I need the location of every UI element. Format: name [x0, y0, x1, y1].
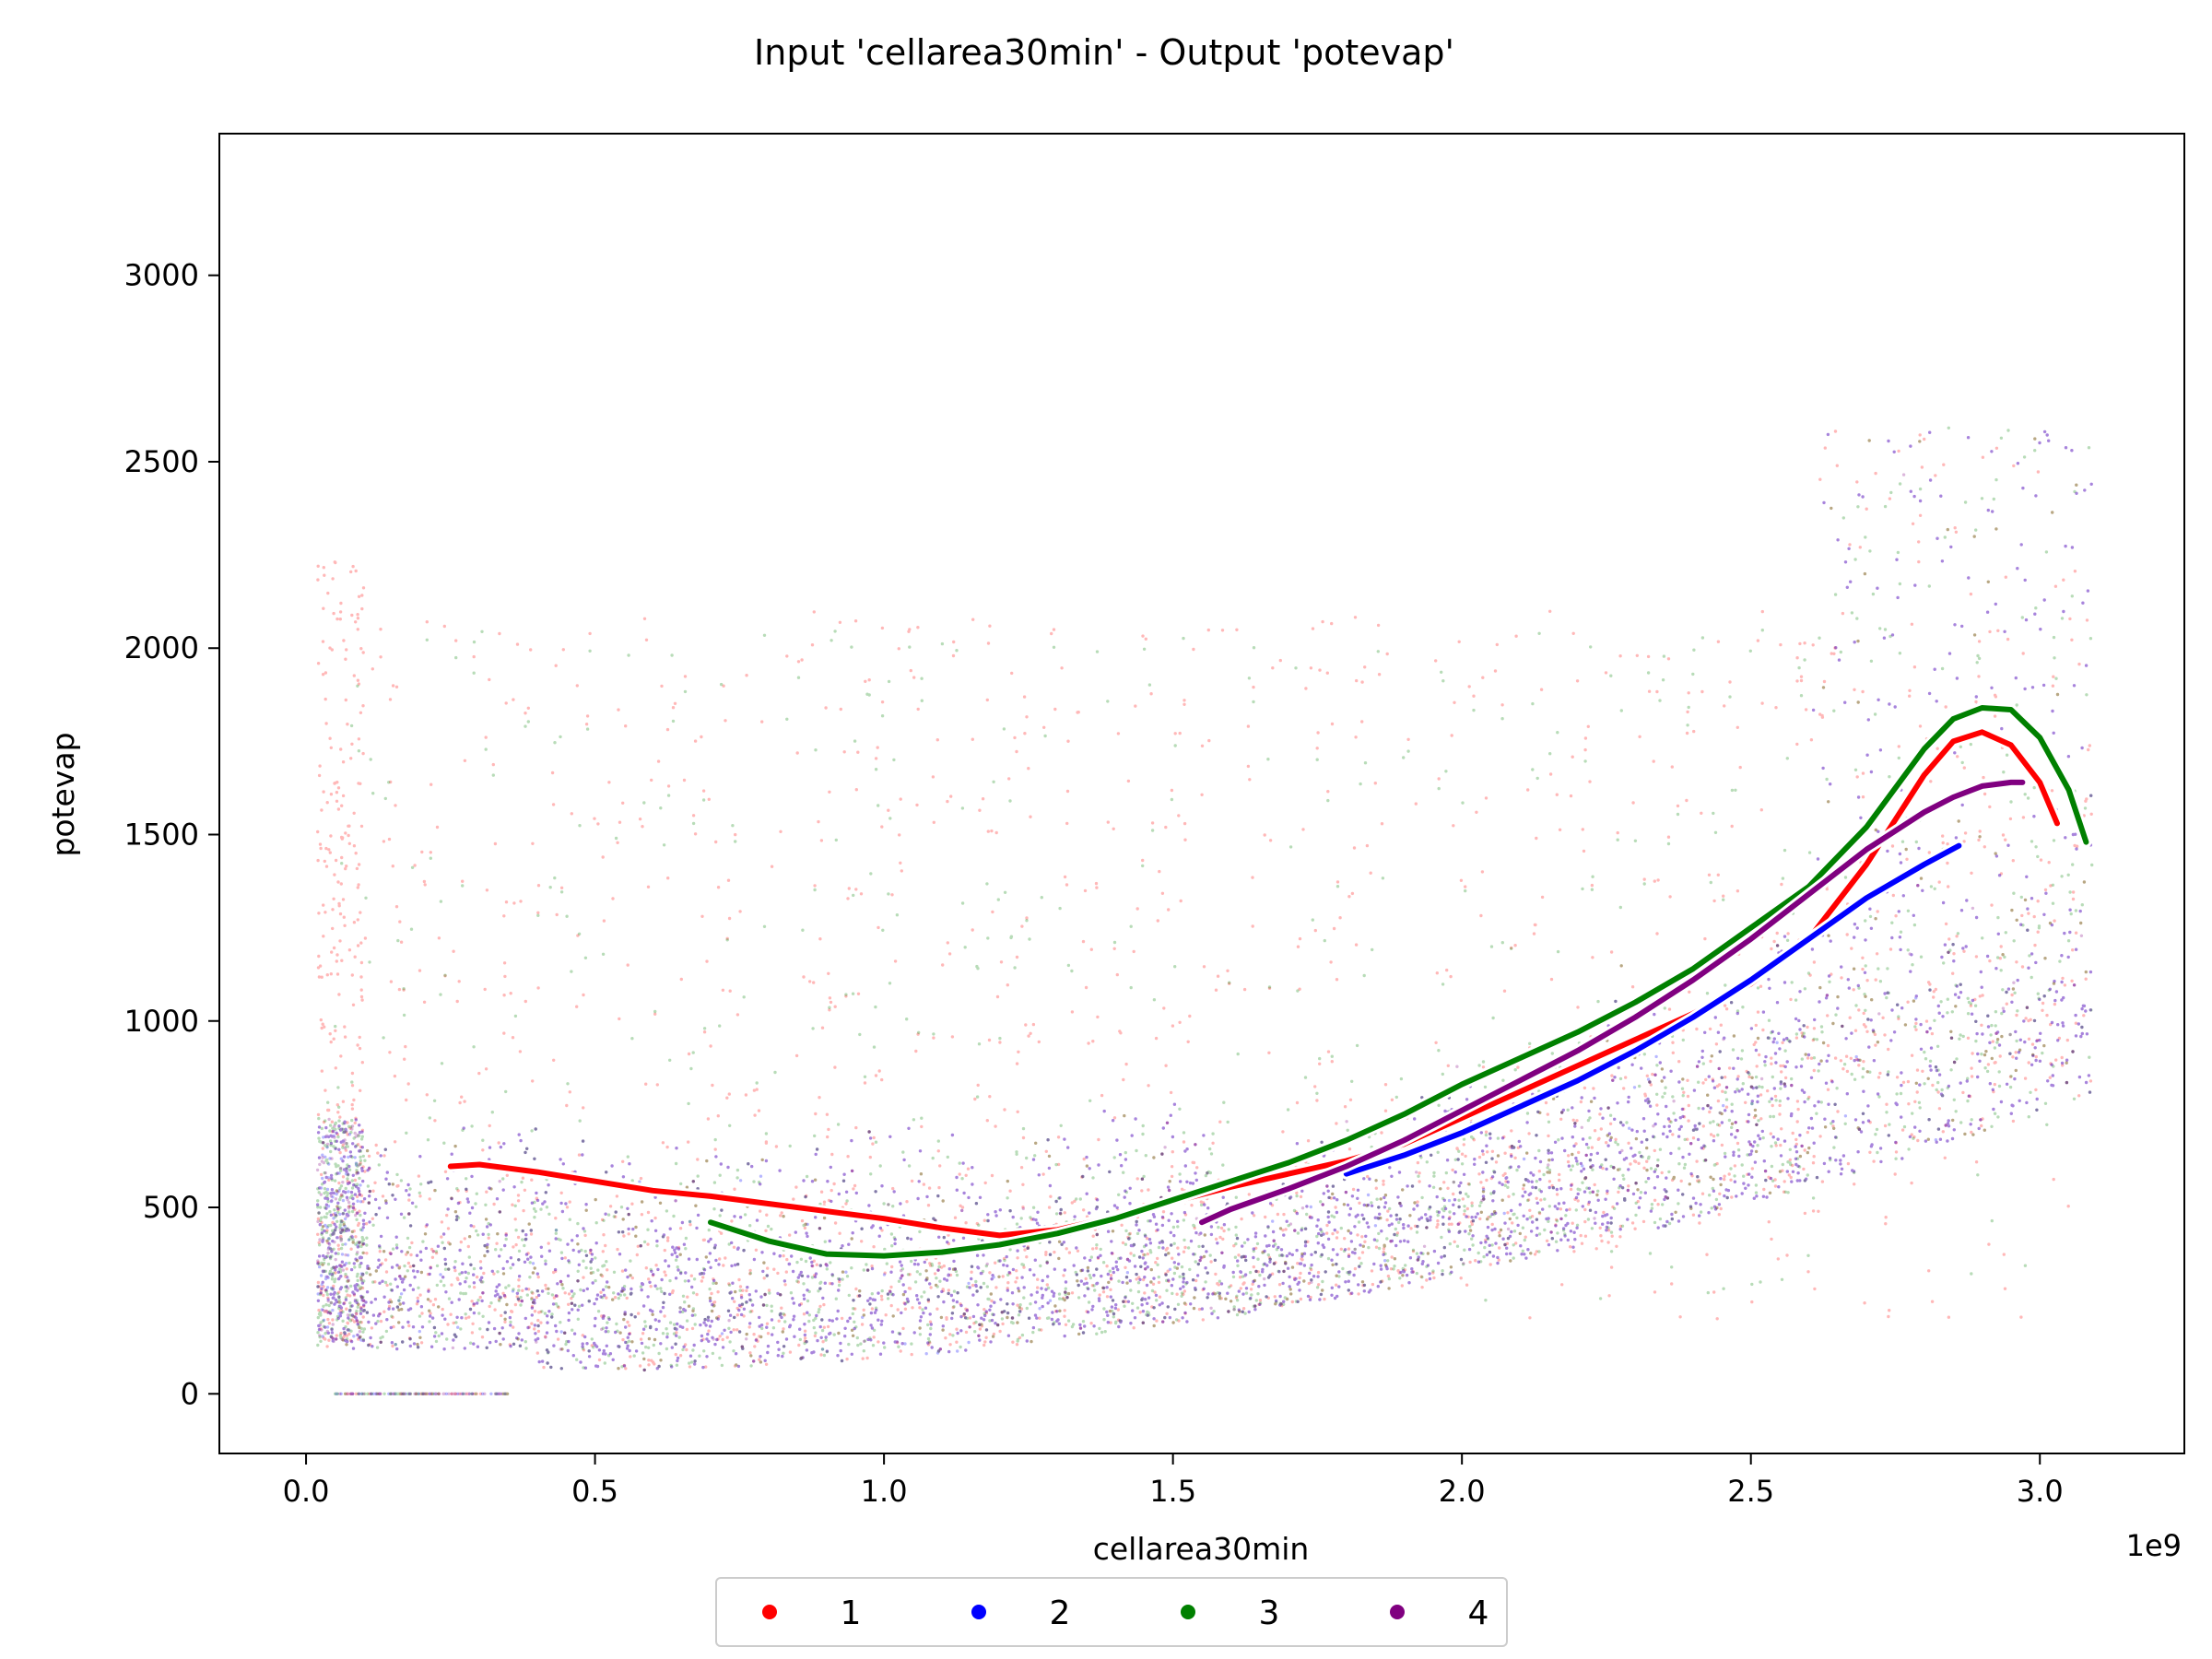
legend-marker-1: [762, 1605, 777, 1619]
x-tick-label: 2.0: [1439, 1474, 1486, 1509]
x-tick-label: 1.0: [861, 1474, 908, 1509]
plot-frame: [218, 133, 2185, 1454]
legend: 1 2 3 4: [715, 1577, 1508, 1647]
legend-marker-2: [971, 1605, 986, 1619]
x-tick-label: 3.0: [2017, 1474, 2064, 1509]
y-axis-label: potevap: [45, 732, 81, 856]
x-tick-label: 2.5: [1727, 1474, 1774, 1509]
y-tick-label: 0: [181, 1376, 199, 1411]
legend-label-4: 4: [1468, 1594, 1489, 1632]
legend-label-3: 3: [1259, 1594, 1280, 1632]
trend-halo-1: [444, 726, 2063, 1241]
trend-line-1: [447, 729, 2060, 1239]
legend-marker-3: [1181, 1605, 1195, 1619]
x-tick-label: 1.5: [1149, 1474, 1196, 1509]
y-tick-label: 500: [143, 1190, 199, 1225]
trend-line-3: [708, 705, 2089, 1259]
legend-label-1: 1: [841, 1594, 862, 1632]
y-tick-label: 2000: [124, 630, 199, 665]
scatter-series-1: [316, 429, 2093, 1395]
trend-line-2: [1343, 842, 1962, 1177]
y-tick-label: 3000: [124, 258, 199, 293]
x-tick-label: 0.5: [571, 1474, 618, 1509]
legend-box: [715, 1577, 1508, 1647]
legend-label-2: 2: [1050, 1594, 1071, 1632]
y-axis: 0 500 1000 1500 2000 2500 3000: [124, 258, 219, 1411]
legend-marker-4: [1390, 1605, 1405, 1619]
chart-title: Input 'cellarea30min' - Output 'potevap': [754, 32, 1454, 73]
y-tick-label: 2500: [124, 444, 199, 479]
trend-lines: [444, 702, 2092, 1262]
x-axis: 0.0 0.5 1.0 1.5 2.0 2.5 3.0: [283, 1453, 2064, 1509]
x-tick-label: 0.0: [283, 1474, 330, 1509]
y-tick-label: 1500: [124, 817, 199, 852]
y-tick-label: 1000: [124, 1004, 199, 1039]
x-axis-offset-label: 1e9: [2126, 1528, 2182, 1563]
trend-line-4: [1199, 779, 2026, 1226]
scatter-series-3: [316, 426, 2094, 1395]
x-axis-label: cellarea30min: [1093, 1531, 1310, 1567]
